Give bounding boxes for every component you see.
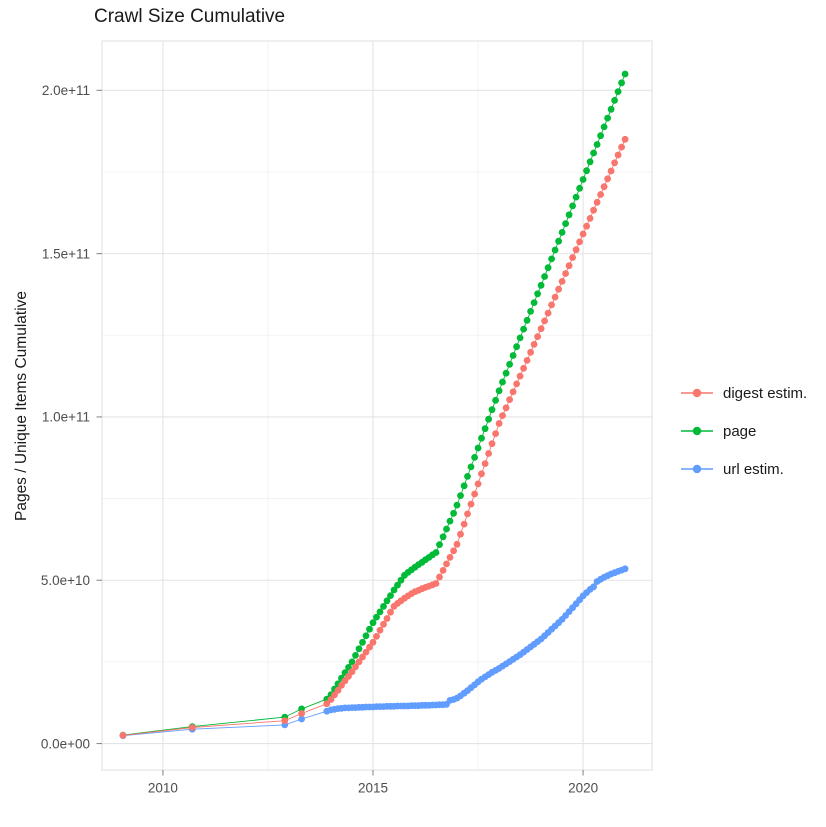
y-axis-title: Pages / Unique Items Cumulative [13,290,30,522]
svg-text:5.0e+10: 5.0e+10 [41,573,90,588]
svg-text:1.5e+11: 1.5e+11 [42,246,90,261]
svg-text:1.0e+11: 1.0e+11 [42,410,90,425]
legend: digest estim. page url estim. [680,374,807,488]
chart-title: Crawl Size Cumulative [94,6,286,27]
legend-label-digest: digest estim. [723,384,808,402]
url-key-icon [681,464,713,474]
digest-key-icon [681,388,713,398]
svg-text:2015: 2015 [358,781,388,796]
svg-text:2010: 2010 [148,781,178,796]
legend-label-page: page [723,422,757,440]
page-key-icon [681,426,713,436]
legend-item-url: url estim. [680,450,807,488]
svg-text:0.0e+00: 0.0e+00 [41,736,90,751]
legend-item-page: page [680,412,807,450]
legend-item-digest: digest estim. [680,374,807,412]
svg-text:2.0e+11: 2.0e+11 [42,83,90,98]
svg-text:2020: 2020 [568,781,598,796]
legend-label-url: url estim. [723,460,784,478]
